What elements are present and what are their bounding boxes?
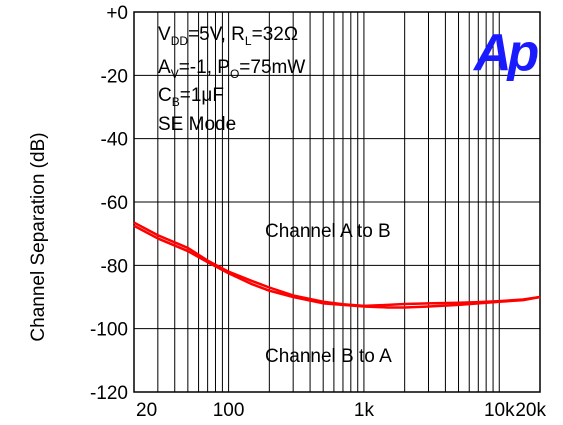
y-tick-label: -60: [101, 193, 128, 214]
y-tick-label: -40: [101, 130, 128, 151]
series-group: [133, 221, 541, 309]
y-tick-label: -100: [90, 320, 128, 341]
y-tick-label: -120: [90, 383, 128, 404]
y-tick-label: -80: [101, 256, 128, 277]
label-channel-a-to-b: Channel A to B: [265, 221, 391, 242]
x-tick-label: 1k: [354, 400, 375, 421]
condition-line-2: AV=-1, PO=75mW: [158, 57, 305, 81]
grid: [134, 12, 540, 392]
y-tick-label: -20: [101, 66, 128, 87]
label-channel-b-to-a: Channel B to A: [265, 346, 392, 367]
x-tick-label: 20k: [515, 400, 546, 421]
y-tick-label: +0: [106, 3, 128, 24]
series-line-2: [133, 221, 541, 308]
x-tick-label: 100: [213, 400, 245, 421]
condition-line-3: CB=1μF: [158, 85, 224, 109]
x-tick-label: 10k: [484, 400, 515, 421]
condition-line-1: VDD=5V, RL=32Ω: [158, 24, 298, 48]
tick-labels: +0 -20 -40 -60 -80 -100 -120 20 100 1k 10k 20k: [90, 3, 547, 421]
ap-logo: Ap: [472, 24, 539, 82]
y-axis-label: Channel Separation (dB): [28, 132, 49, 341]
condition-line-4: SE Mode: [158, 114, 236, 135]
x-tick-label: 20: [136, 400, 157, 421]
plot-frame: [133, 11, 541, 393]
